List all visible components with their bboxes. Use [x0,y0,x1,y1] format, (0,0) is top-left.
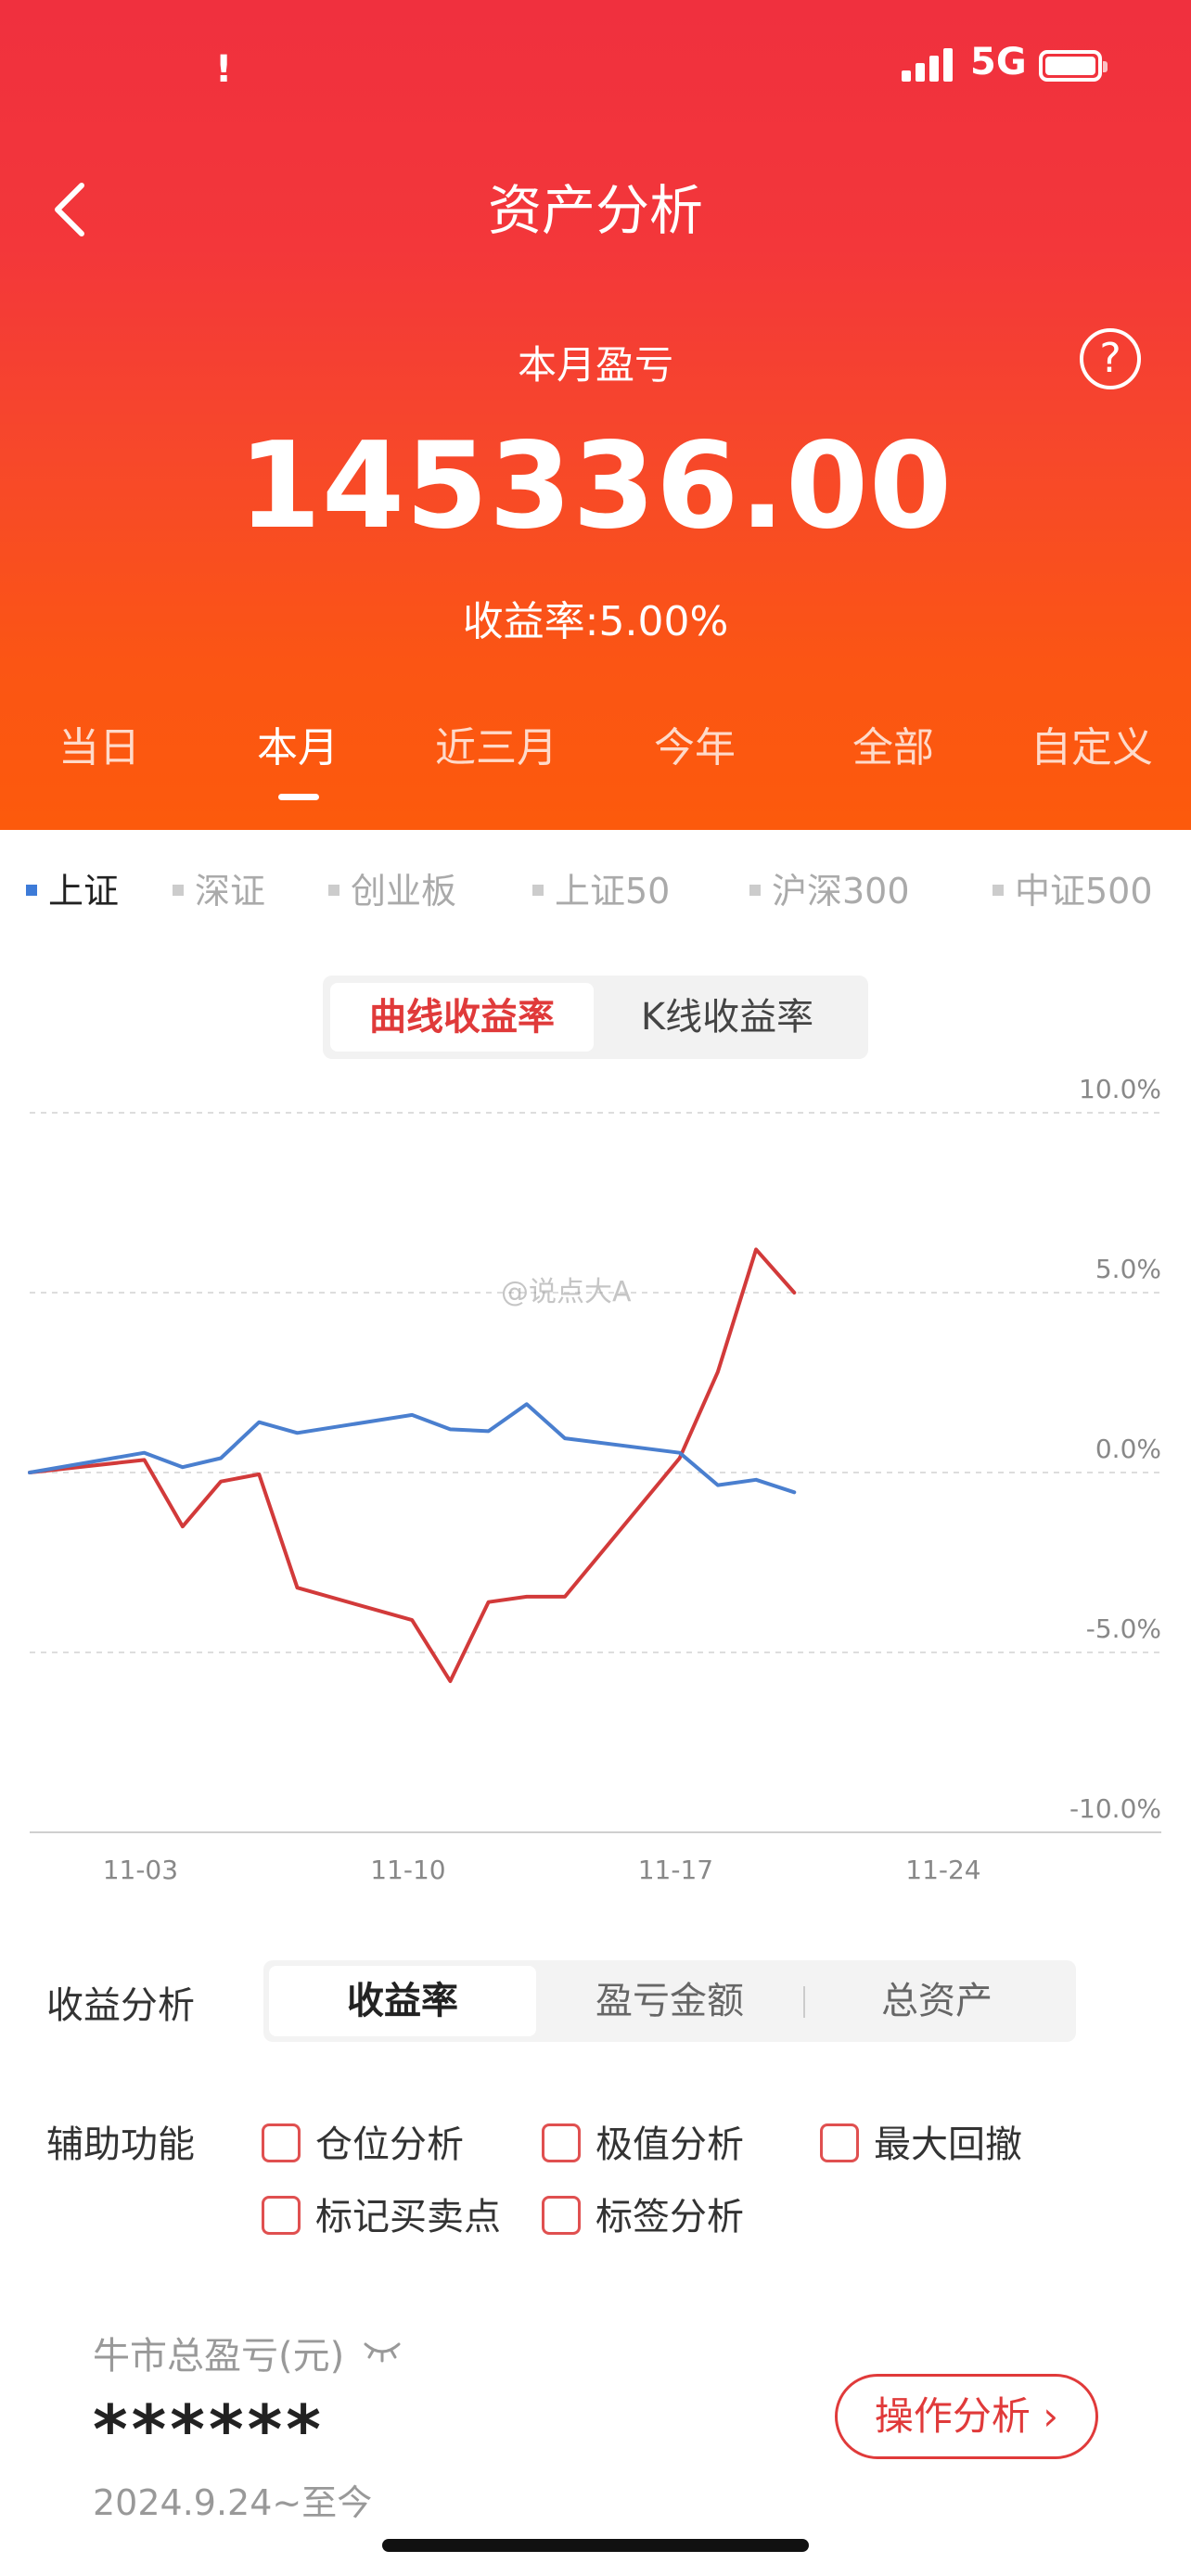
analysis-toggle: 收益率 盈亏金额 总资产 [263,1960,1076,2042]
return-rate: 收益率:5.00% [462,598,729,645]
y-tick-label: 5.0% [1095,1254,1161,1284]
tab-this-month[interactable]: 本月 [257,724,339,772]
index-label: 创业板 [351,871,457,912]
header: ! 5G 资产分析 本月盈亏 ? 145336.00 收益率:5.00% 当日 … [0,0,1191,830]
tab-return-rate[interactable]: 收益率 [269,1966,536,2036]
x-tick-label: 11-24 [905,1855,980,1885]
checkbox-tag-analysis[interactable]: 标签分析 [542,2187,744,2240]
index-label: 中证500 [1015,871,1153,912]
x-tick-label: 11-17 [638,1855,713,1885]
signal-icon [902,48,957,82]
tab-curve-return[interactable]: 曲线收益率 [330,983,594,1052]
index-zz500[interactable]: 中证500 [992,862,1153,913]
index-hs300[interactable]: 沪深300 [749,862,910,913]
index-chinext[interactable]: 创业板 [328,862,456,913]
y-tick-label: 10.0% [1079,1074,1161,1104]
tab-today[interactable]: 当日 [58,724,140,772]
index-selector: 上证 深证 创业板 上证50 沪深300 中证500 [0,862,1191,918]
legend-square-icon [992,884,1004,896]
checkbox-icon [262,2196,301,2235]
operation-analysis-button[interactable]: 操作分析 › [835,2374,1098,2459]
checkbox-label: 标签分析 [596,2196,744,2238]
tab-total-assets[interactable]: 总资产 [881,1980,992,2022]
analysis-label: 收益分析 [46,1984,195,2027]
y-tick-label: 0.0% [1095,1434,1161,1464]
index-label: 深证 [195,871,266,912]
tab-custom[interactable]: 自定义 [1031,724,1153,772]
back-button[interactable] [46,172,102,247]
network-label: 5G [970,41,1027,83]
eye-closed-icon[interactable] [362,2337,403,2365]
legend-square-icon [173,884,184,896]
checkbox-label: 标记买卖点 [315,2196,501,2238]
checkbox-label: 极值分析 [596,2123,744,2166]
index-label: 沪深300 [772,871,910,912]
series-line-portfolio [28,1247,797,1683]
watermark: @说点大A [501,1276,632,1308]
status-left-glyph: ! [215,48,233,91]
index-sz[interactable]: 深证 [173,862,265,913]
y-tick-label: -10.0% [1069,1793,1161,1824]
legend-square-icon [532,884,544,896]
index-label: 上证 [48,871,120,912]
chart-type-toggle: 曲线收益率 K线收益率 [323,976,868,1059]
series-line-index [28,1402,797,1495]
bull-date-range: 2024.9.24~至今 [93,2482,373,2523]
x-tick-label: 11-10 [370,1855,445,1885]
auxiliary-label: 辅助功能 [46,2123,195,2166]
bull-pnl-value: ****** [93,2391,325,2468]
active-tab-indicator [278,794,319,800]
return-chart: 10.0% 5.0% 0.0% -5.0% -10.0% 11-03 11-10 11-17 1… [28,1074,1161,1885]
checkbox-icon [542,2123,581,2162]
page-title: 资产分析 [487,179,703,242]
legend-square-icon [26,884,37,896]
checkbox-icon [820,2123,859,2162]
index-sh50[interactable]: 上证50 [532,862,670,913]
checkbox-icon [542,2196,581,2235]
status-bar: ! 5G [0,0,1191,139]
home-indicator [382,2539,809,2552]
divider [803,1986,805,2018]
checkbox-max-drawdown[interactable]: 最大回撤 [820,2114,1022,2168]
index-sh[interactable]: 上证 [26,862,119,913]
period-tabs: 当日 本月 近三月 今年 全部 自定义 [0,714,1191,807]
index-label: 上证50 [555,871,671,912]
legend-square-icon [749,884,761,896]
checkbox-label: 最大回撤 [874,2123,1022,2166]
tab-pnl-amount[interactable]: 盈亏金额 [596,1980,744,2022]
tab-all[interactable]: 全部 [852,724,934,772]
checkbox-label: 仓位分析 [315,2123,464,2166]
tab-three-months[interactable]: 近三月 [435,724,557,772]
battery-icon [1039,50,1108,82]
checkbox-extreme-analysis[interactable]: 极值分析 [542,2114,744,2168]
pnl-label: 本月盈亏 [517,342,673,388]
legend-square-icon [328,884,339,896]
checkbox-position-analysis[interactable]: 仓位分析 [262,2114,464,2168]
checkbox-icon [262,2123,301,2162]
checkbox-mark-trades[interactable]: 标记买卖点 [262,2187,501,2240]
y-tick-label: -5.0% [1086,1613,1161,1644]
tab-this-year[interactable]: 今年 [654,724,736,772]
pnl-value: 145336.00 [237,417,954,555]
chevron-left-icon [55,183,84,236]
x-tick-label: 11-03 [103,1855,178,1885]
tab-kline-return[interactable]: K线收益率 [640,996,814,1039]
help-icon[interactable]: ? [1080,328,1141,389]
bull-pnl-title: 牛市总盈亏(元) [93,2335,345,2378]
